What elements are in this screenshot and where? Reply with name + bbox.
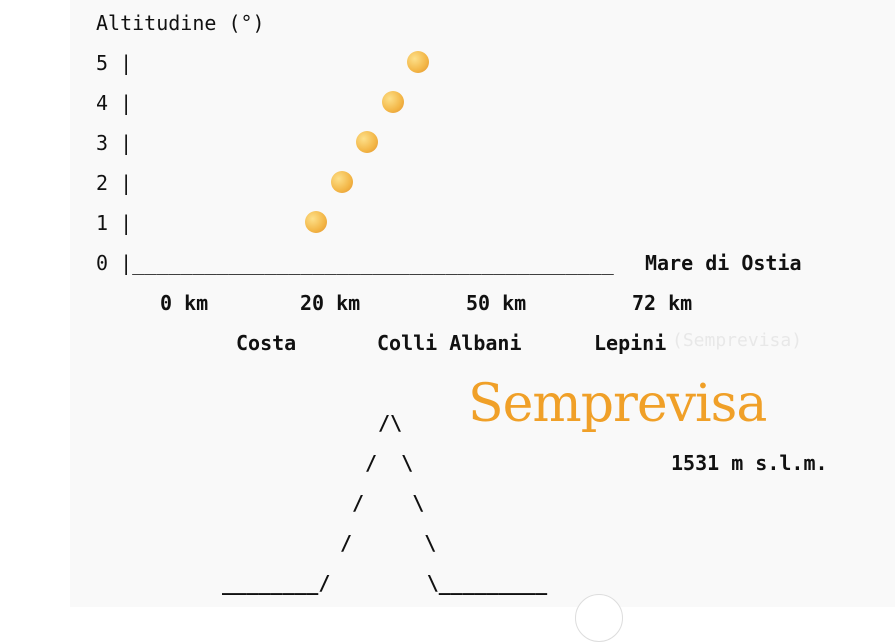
mountain-line-3: / \ xyxy=(352,491,425,515)
moon-icon xyxy=(305,211,327,233)
x-tick-50: 50 km xyxy=(466,291,527,315)
baseline: 0 |_____________________________________… xyxy=(96,251,614,275)
mountain-line-5: ________/ \_________ xyxy=(222,571,548,595)
y-axis-title: Altitudine (°) xyxy=(96,11,265,35)
y-row-4: 4 | xyxy=(96,91,133,115)
moon-icon xyxy=(407,51,430,73)
mountain-line-2: / \ xyxy=(365,451,414,475)
x-tick-0: 0 km xyxy=(160,291,209,315)
ghost-text: (Semprevisa) xyxy=(672,330,803,351)
place-costa: Costa xyxy=(236,331,297,355)
scroll-down-button[interactable] xyxy=(575,594,623,642)
mountain-line-1: /\ xyxy=(378,411,403,435)
moon-icon xyxy=(381,91,404,113)
place-lepini: Lepini xyxy=(594,331,667,355)
moon-icon xyxy=(330,171,353,193)
peak-height: 1531 m s.l.m. xyxy=(671,451,828,475)
y-row-3: 3 | xyxy=(96,131,133,155)
code-block xyxy=(70,0,895,607)
y-row-2: 2 | xyxy=(96,171,133,195)
x-tick-72: 72 km xyxy=(632,291,693,315)
baseline-label: Mare di Ostia xyxy=(645,251,802,275)
x-tick-20: 20 km xyxy=(300,291,361,315)
mountain-line-4: / \ xyxy=(340,531,437,555)
y-row-5: 5 | xyxy=(96,51,133,75)
y-row-1: 1 | xyxy=(96,211,133,235)
peak-name: Semprevisa xyxy=(468,374,767,434)
moon-icon xyxy=(356,131,379,153)
place-colli-albani: Colli Albani xyxy=(377,331,522,355)
